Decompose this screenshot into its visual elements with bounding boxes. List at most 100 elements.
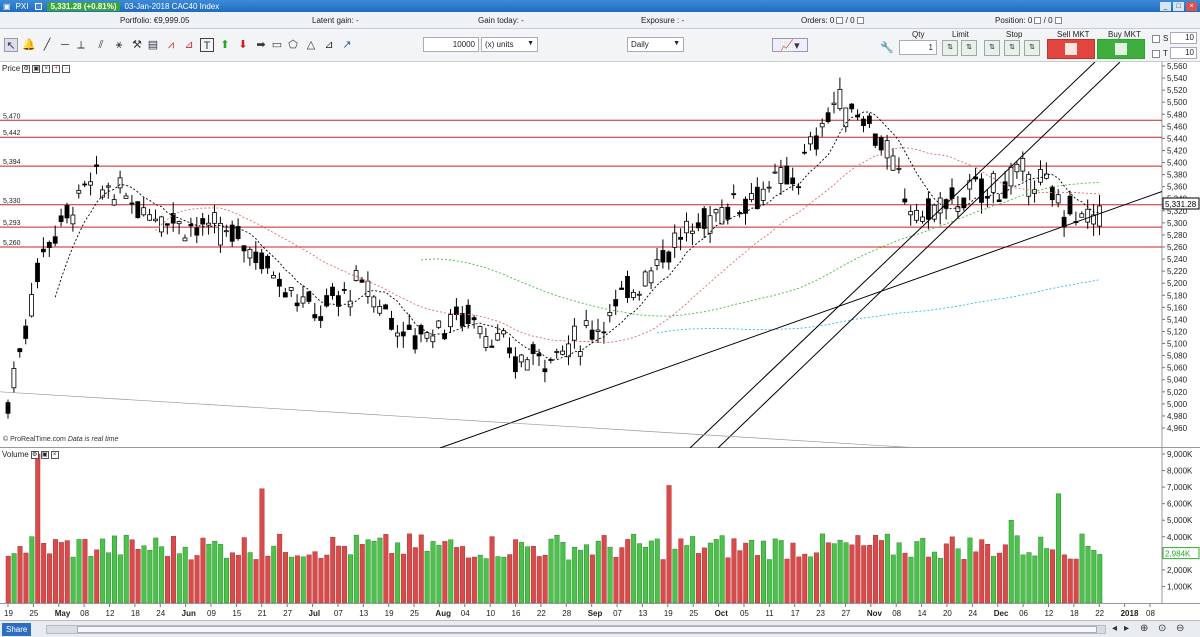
remove-icon[interactable]: −: [62, 64, 71, 73]
timeframe-select[interactable]: Daily ▼: [627, 37, 684, 52]
info-icon[interactable]: [35, 2, 43, 10]
position-info[interactable]: Position: 0 / 0: [995, 16, 1062, 25]
stop-buy-button[interactable]: ⇅: [984, 40, 1000, 56]
date-label: 17: [791, 609, 800, 618]
candle-body: [353, 270, 359, 281]
exposure-label: Exposure :: [641, 16, 680, 25]
close-icon[interactable]: ×: [50, 450, 59, 459]
orders-info[interactable]: Orders: 0 / 0: [801, 16, 864, 25]
candle-body: [648, 270, 654, 284]
volume-bar: [725, 557, 731, 604]
volume-label: Volume: [2, 450, 29, 459]
zoom-in-icon[interactable]: ⊕: [1140, 623, 1149, 634]
wrench-icon[interactable]: ⚙: [30, 450, 39, 459]
units-select[interactable]: (x) units ▼: [481, 37, 538, 52]
candle-body: [583, 320, 589, 326]
position-box-icon-2[interactable]: [1054, 17, 1062, 25]
arrow-down-icon[interactable]: ⬇: [238, 39, 248, 51]
candle-body: [654, 259, 660, 266]
volume-bar: [58, 542, 64, 604]
orders-box-icon-2[interactable]: [856, 17, 864, 25]
price-chart[interactable]: 5,560 5,540 5,520 5,500 5,480 5,460 5,440 5,420…: [0, 61, 1200, 449]
s-input[interactable]: 10: [1170, 32, 1197, 44]
date-label: 24: [156, 609, 165, 618]
scroll-right-icon[interactable]: ▸: [1124, 623, 1130, 634]
pitchfork-icon[interactable]: ⚒: [132, 39, 142, 51]
trash-icon[interactable]: ▤: [147, 39, 159, 51]
bell-icon[interactable]: 🔔: [22, 39, 36, 51]
segment-icon[interactable]: ⟂: [77, 39, 85, 51]
candle-body: [896, 167, 902, 170]
fan-icon[interactable]: ⚹: [115, 39, 123, 51]
date-label: 19: [385, 609, 394, 618]
hline-icon[interactable]: ─: [61, 39, 69, 51]
text-icon[interactable]: T: [200, 38, 214, 52]
stop-checkbox[interactable]: [1152, 35, 1160, 43]
volume-bar: [507, 554, 513, 604]
line-icon[interactable]: ╱: [43, 39, 51, 51]
polygon-icon[interactable]: ⬠: [288, 39, 298, 51]
arrow-right-icon[interactable]: ➡: [256, 39, 266, 51]
wrench-icon[interactable]: 🔧: [880, 42, 894, 54]
candle-body: [135, 201, 141, 219]
price-chart-panel[interactable]: 5,560 5,540 5,520 5,500 5,480 5,460 5,440 5,420…: [0, 61, 1200, 449]
target-checkbox[interactable]: [1152, 50, 1160, 58]
close-button[interactable]: ×: [1186, 1, 1197, 11]
zoom-reset-icon[interactable]: ⊙: [1158, 623, 1167, 634]
volume-bar: [17, 546, 23, 604]
volume-bar: [253, 559, 259, 604]
position-box-icon[interactable]: [1034, 17, 1042, 25]
chart-scrollbar[interactable]: [46, 625, 1106, 634]
stop-sell-button[interactable]: ⇅: [1004, 40, 1020, 56]
volume-chart-panel[interactable]: 9,000K8,000K7,000K6,000K5,000K4,000K3,00…: [0, 448, 1200, 604]
magic-icon[interactable]: ↗: [342, 39, 352, 51]
measure-icon[interactable]: ⊿: [324, 39, 334, 51]
date-label: 2018: [1121, 609, 1139, 618]
orders-count-a: 0: [829, 16, 835, 25]
volume-bar: [802, 553, 808, 604]
volume-bar: [406, 533, 412, 604]
maximize-button[interactable]: □: [1173, 1, 1184, 11]
buy-market-button[interactable]: [1097, 39, 1145, 59]
candle-body: [784, 165, 790, 185]
limit-sell-button[interactable]: ⇅: [961, 40, 977, 56]
rectangle-icon[interactable]: ▭: [271, 39, 283, 51]
add-icon[interactable]: +: [52, 64, 61, 73]
candle-body: [1091, 214, 1096, 225]
qty-input[interactable]: 1: [899, 40, 937, 55]
scroll-left-icon[interactable]: ◂: [1112, 623, 1118, 634]
fibonacci-icon[interactable]: ⫽: [98, 39, 104, 51]
t-input[interactable]: 10: [1170, 47, 1197, 59]
volume-bar: [778, 540, 784, 604]
properties-icon[interactable]: ▣: [32, 64, 41, 73]
stop-close-button[interactable]: ⇅: [1024, 40, 1040, 56]
candle-body: [1026, 173, 1032, 197]
quantity-input[interactable]: 10000: [423, 37, 479, 52]
date-label: Sep: [588, 609, 603, 618]
volume-bar: [389, 553, 395, 604]
arrow-up-icon[interactable]: ⬆: [220, 39, 230, 51]
price-axis-label: 5,080: [1167, 352, 1188, 361]
sell-market-button[interactable]: [1047, 39, 1095, 59]
zigzag-icon[interactable]: ⩘: [167, 39, 175, 51]
volume-bar: [353, 534, 359, 604]
current-volume-value: 2,984K: [1165, 550, 1191, 559]
minimize-button[interactable]: _: [1160, 1, 1171, 11]
orders-box-icon[interactable]: [836, 17, 844, 25]
close-icon[interactable]: ×: [42, 64, 51, 73]
candle-body: [41, 248, 46, 253]
price-axis-label: 5,160: [1167, 303, 1188, 312]
limit-buy-button[interactable]: ⇅: [942, 40, 958, 56]
candle-body: [501, 330, 507, 335]
scrollbar-thumb[interactable]: [77, 626, 1097, 633]
triangle-icon[interactable]: △: [306, 39, 316, 51]
volume-chart[interactable]: 9,000K8,000K7,000K6,000K5,000K4,000K3,00…: [0, 448, 1200, 604]
properties-icon[interactable]: ▣: [40, 450, 49, 459]
zoom-out-icon[interactable]: ⊖: [1176, 623, 1185, 634]
pattern-icon[interactable]: ⊿: [184, 39, 194, 51]
indicators-icon[interactable]: 📈▾: [772, 38, 808, 52]
volume-bar: [283, 552, 289, 604]
cursor-icon[interactable]: ↖: [4, 38, 18, 52]
wrench-icon[interactable]: ⚙: [22, 64, 31, 73]
share-button[interactable]: Share: [2, 623, 32, 636]
